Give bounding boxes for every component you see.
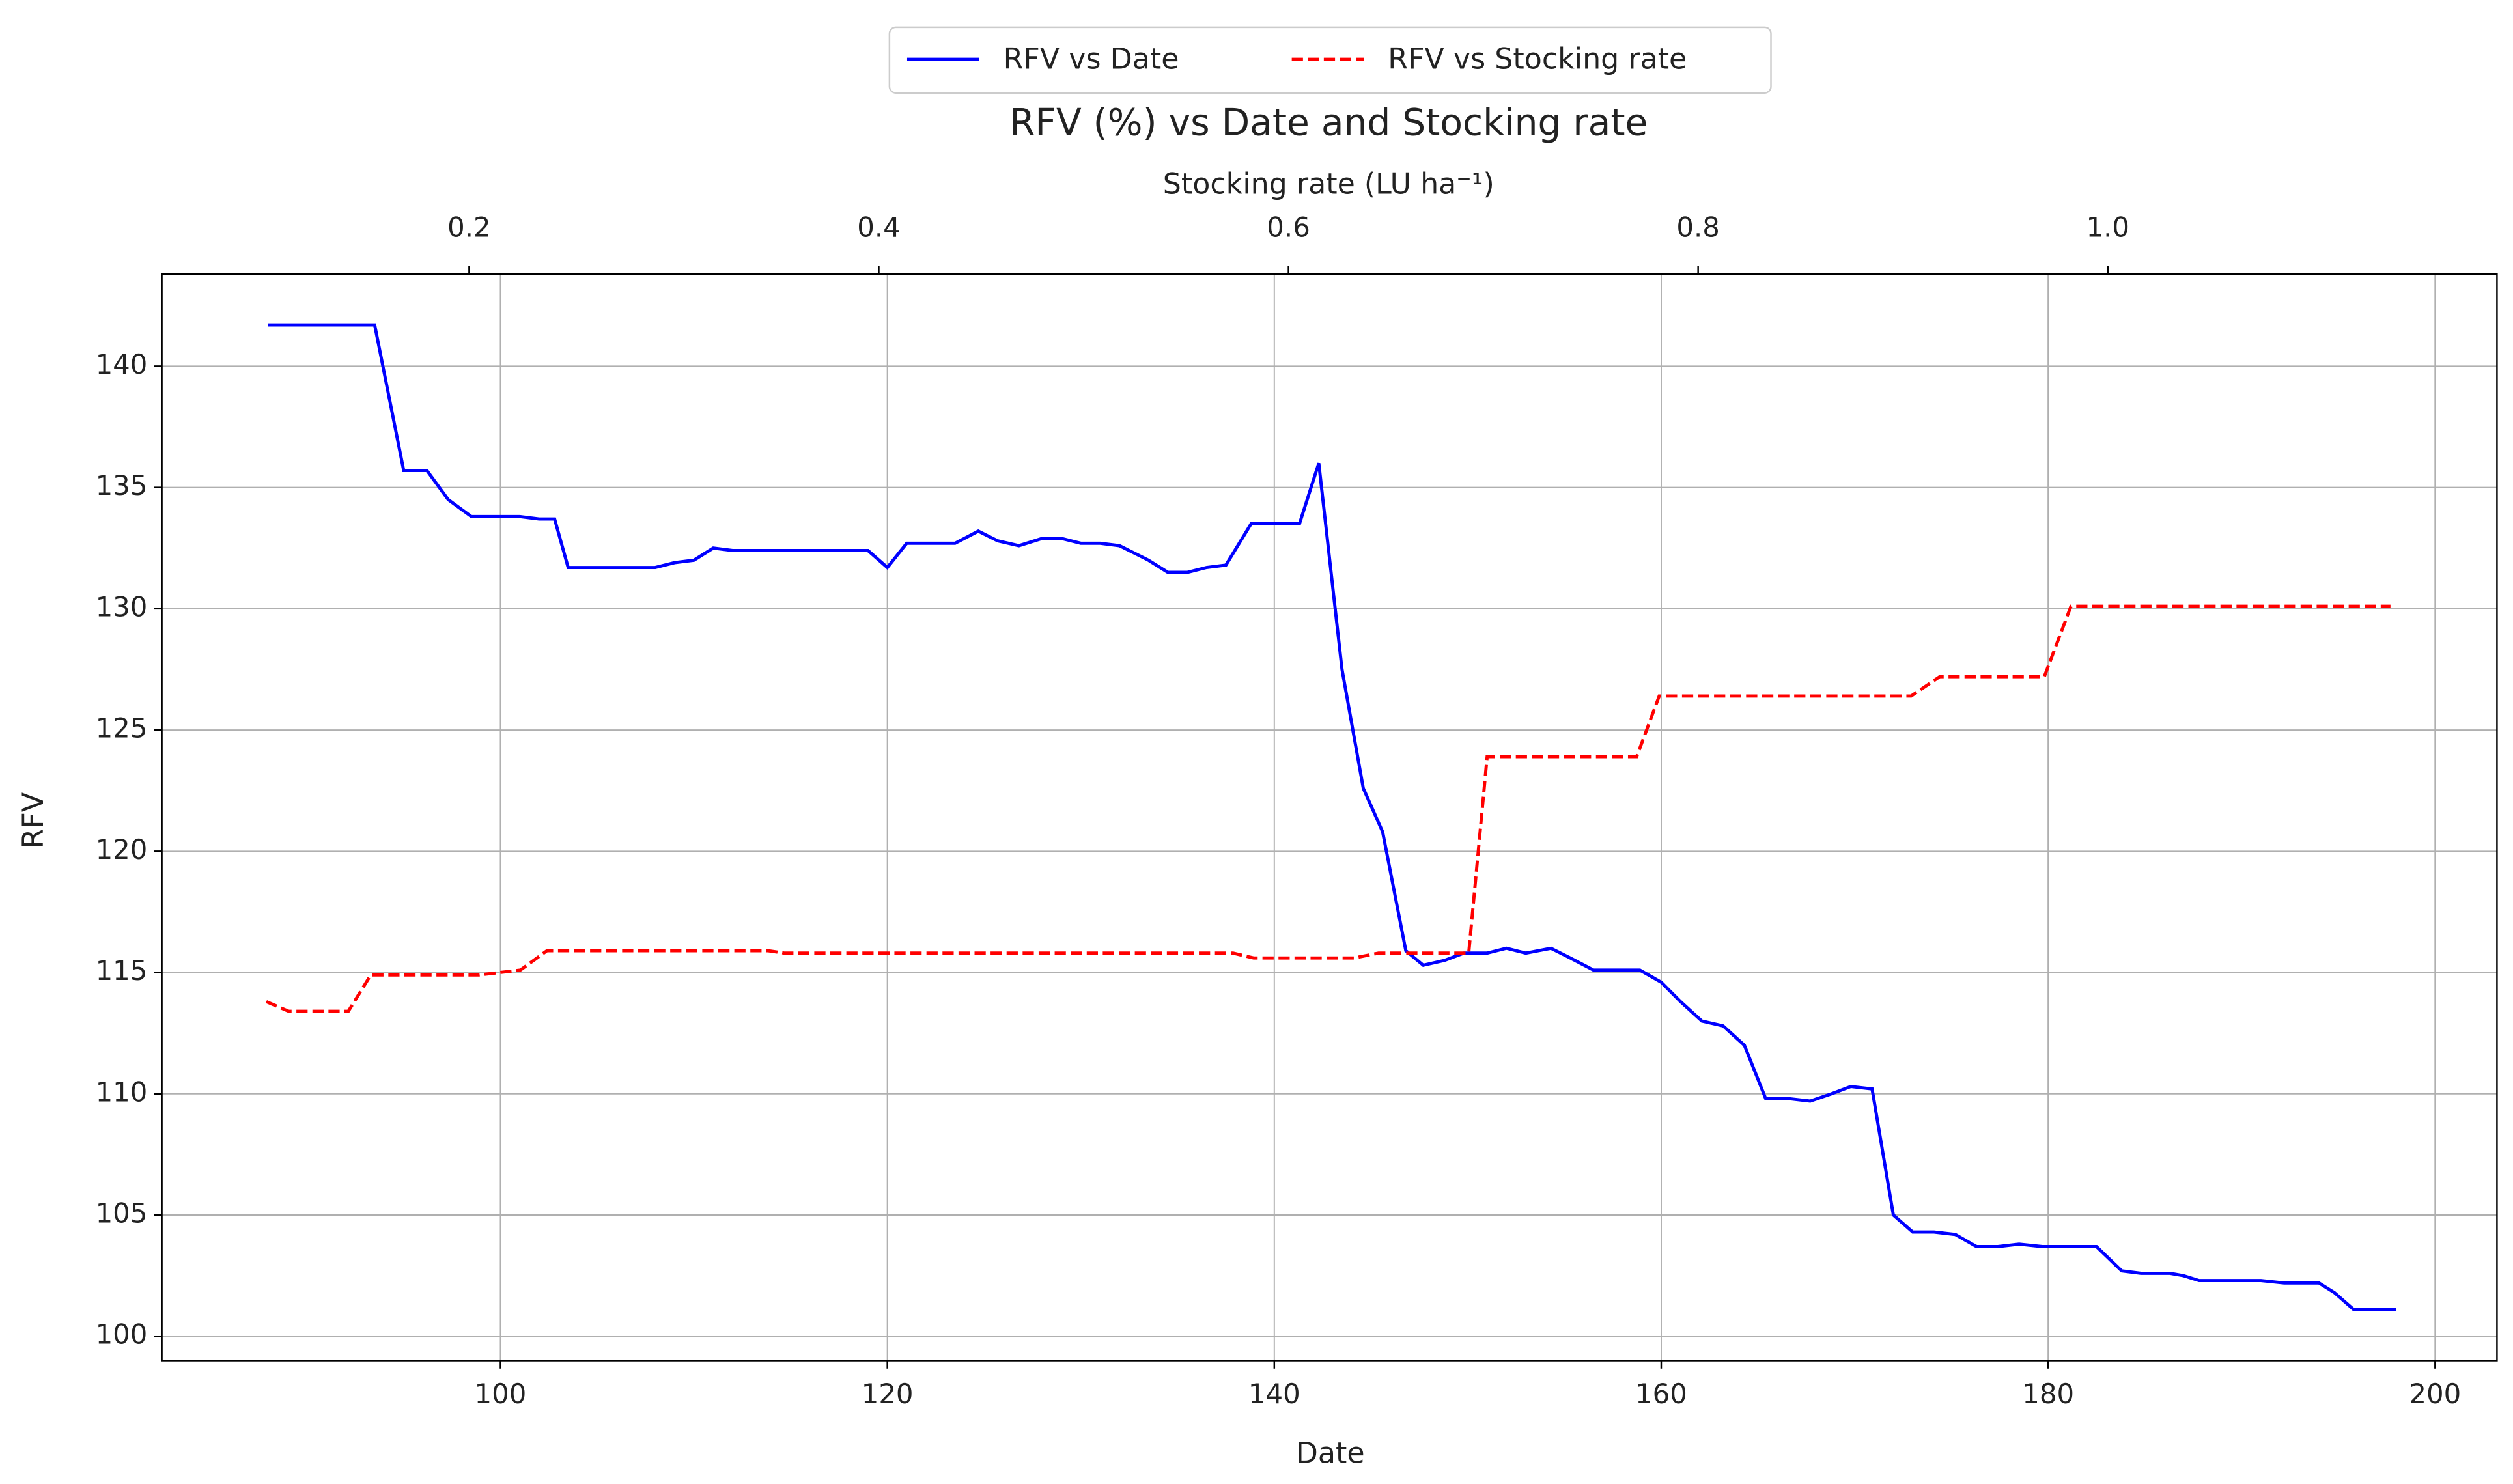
x2-tick-label: 1.0 bbox=[2086, 211, 2129, 243]
x-tick-label: 100 bbox=[475, 1378, 527, 1410]
x-tick-label: 120 bbox=[862, 1378, 914, 1410]
x-tick-label: 200 bbox=[2409, 1378, 2461, 1410]
x-tick-label: 180 bbox=[2022, 1378, 2074, 1410]
y-tick-label: 130 bbox=[96, 591, 148, 623]
y-tick-label: 100 bbox=[96, 1319, 148, 1351]
y-tick-label: 105 bbox=[96, 1197, 148, 1229]
series-line bbox=[268, 323, 2396, 1311]
x-tick-label: 160 bbox=[1635, 1378, 1687, 1410]
y-tick-label: 125 bbox=[96, 712, 148, 744]
y-tick-label: 120 bbox=[96, 833, 148, 865]
x2-axis-label: Stocking rate (LU ha⁻¹) bbox=[1163, 167, 1495, 201]
y-axis-label: RFV bbox=[17, 792, 50, 849]
y-tick-label: 135 bbox=[96, 469, 148, 501]
x-tick-label: 140 bbox=[1248, 1378, 1300, 1410]
x-axis-label: Date bbox=[1296, 1437, 1365, 1470]
series-line bbox=[266, 604, 2391, 1013]
chart-title: RFV (%) vs Date and Stocking rate bbox=[1009, 102, 1648, 145]
x2-tick-label: 0.4 bbox=[857, 211, 901, 243]
y-tick-label: 110 bbox=[96, 1076, 148, 1108]
legend: RFV vs Date RFV vs Stocking rate bbox=[888, 26, 1772, 94]
y-tick-label: 115 bbox=[96, 955, 148, 987]
x2-tick-label: 0.2 bbox=[447, 211, 491, 243]
y-tick-label: 140 bbox=[96, 348, 148, 380]
plot-frame bbox=[161, 273, 2498, 1362]
x2-tick-label: 0.8 bbox=[1676, 211, 1720, 243]
legend-label: RFV vs Stocking rate bbox=[1388, 43, 1687, 76]
x2-tick-label: 0.6 bbox=[1267, 211, 1310, 243]
legend-label: RFV vs Date bbox=[1004, 43, 1179, 76]
